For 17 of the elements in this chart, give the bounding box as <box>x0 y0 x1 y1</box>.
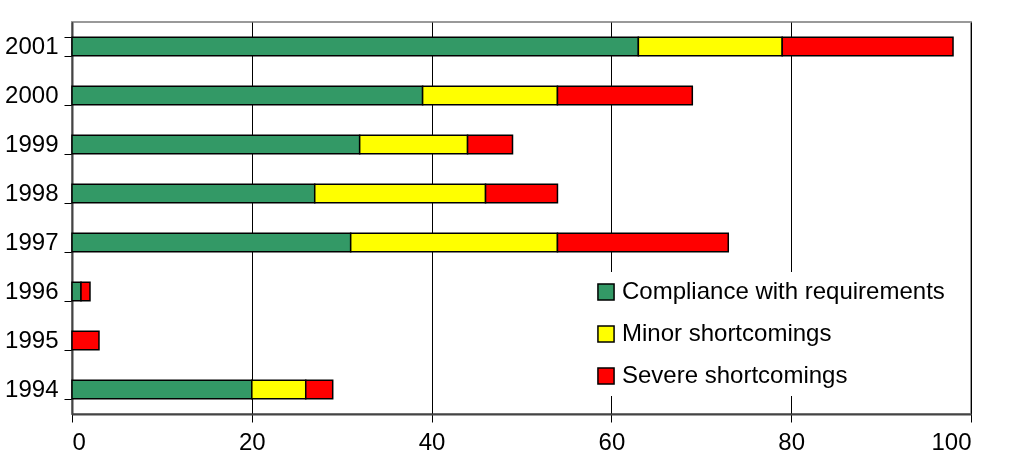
y-tick-label: 1996 <box>5 277 59 304</box>
x-tick-label: 100 <box>931 427 972 455</box>
y-tick-label: 1995 <box>5 326 59 353</box>
y-tick-label: 2001 <box>5 32 59 59</box>
x-tick-label: 20 <box>238 427 266 455</box>
legend-label: Minor shortcomings <box>622 319 832 346</box>
y-tick-label: 1999 <box>5 130 59 157</box>
y-tick-label: 1998 <box>5 179 59 206</box>
x-tick-label: 0 <box>72 427 86 455</box>
y-tick-label: 2000 <box>5 81 59 108</box>
legend-label: Severe shortcomings <box>622 361 848 388</box>
legend-label: Compliance with requirements <box>622 277 945 304</box>
x-tick-label: 60 <box>598 427 626 455</box>
y-tick-label: 1994 <box>5 375 59 402</box>
x-tick-label: 40 <box>418 427 446 455</box>
x-tick-label: 80 <box>778 427 806 455</box>
y-tick-label: 1997 <box>5 228 59 255</box>
